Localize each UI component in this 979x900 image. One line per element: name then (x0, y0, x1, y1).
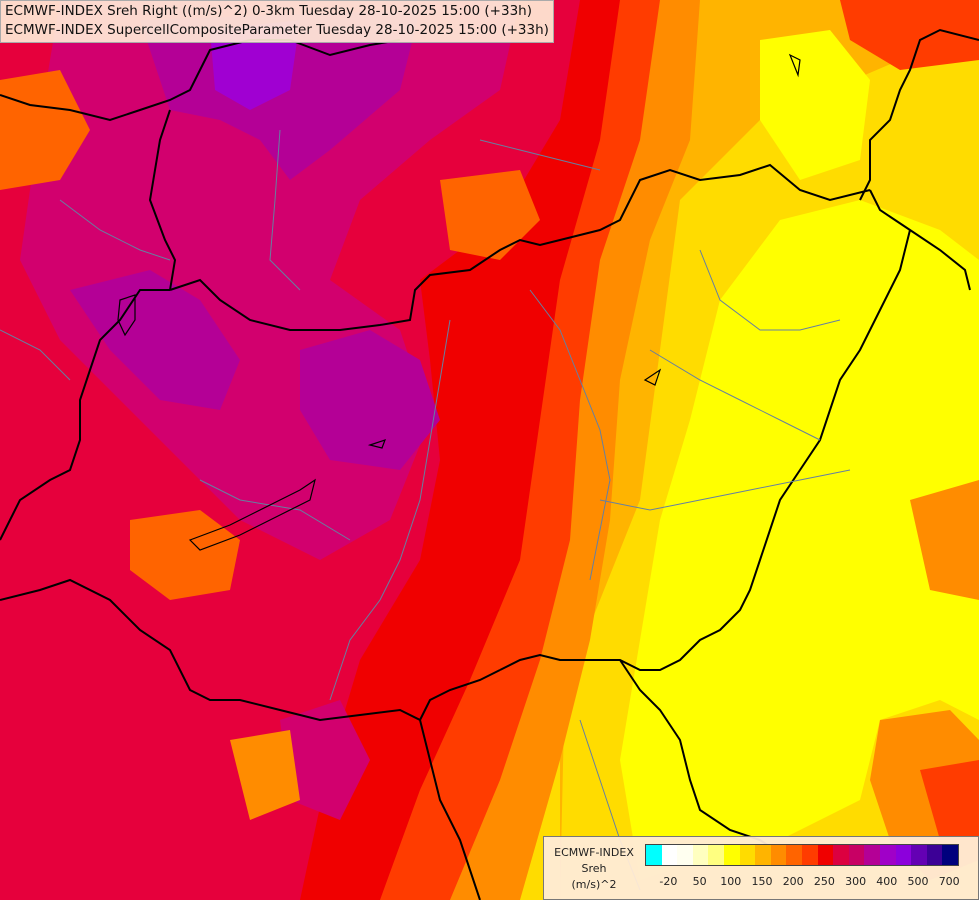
border-north (0, 39, 401, 122)
field-purple-mid (300, 330, 440, 470)
map-title-line-1: ECMWF-INDEX Sreh Right ((m/s)^2) 0-3km T… (5, 3, 532, 19)
lake-neusiedl (117, 294, 136, 337)
legend-param: Sreh (581, 862, 607, 875)
region-line-8 (0, 329, 71, 381)
map-title-box: ECMWF-INDEX Sreh Right ((m/s)^2) 0-3km T… (0, 0, 554, 43)
lake-balaton (188, 478, 316, 551)
legend-swatch-11 (817, 845, 834, 865)
border-ne (859, 28, 979, 201)
legend-swatch-9 (786, 845, 802, 865)
field-yellow-east (620, 200, 979, 880)
field-orange-blob-4 (230, 730, 300, 820)
border-croatia-serbia (419, 669, 501, 721)
border-romania (499, 229, 911, 671)
field-amber-east (560, 0, 979, 900)
legend-tick-label: 400 (876, 875, 898, 888)
region-line-5 (599, 469, 851, 511)
legend-swatch-8 (770, 845, 787, 865)
lake-small-3 (788, 53, 801, 78)
field-e-orange (910, 480, 979, 600)
border-west (0, 289, 170, 541)
legend-swatch-0 (646, 845, 662, 865)
legend-swatch-15 (879, 845, 896, 865)
lake-small-2 (643, 368, 662, 386)
map-title-line-2: ECMWF-INDEX SupercellCompositeParameter … (5, 22, 549, 38)
legend-tick-label: 100 (720, 875, 742, 888)
region-line-7 (59, 199, 171, 261)
field-ne-red (840, 0, 979, 70)
field-magenta-south (280, 700, 370, 820)
legend-swatch-5 (723, 845, 740, 865)
legend-swatch-12 (833, 845, 849, 865)
border-ukraine (869, 189, 971, 291)
field-orange-blob-1 (130, 510, 240, 600)
legend: ECMWF-INDEX Sreh (m/s)^2 -20 50 100 150 200 2… (543, 836, 979, 900)
legend-swatch-3 (692, 845, 709, 865)
legend-tick-label: 300 (845, 875, 867, 888)
field-orange-blob-3 (440, 170, 540, 260)
field-orange-blob-2 (0, 70, 90, 190)
legend-swatch-16 (895, 845, 912, 865)
region-line-9 (479, 139, 601, 171)
field-yellow-north (760, 30, 870, 180)
legend-swatch-10 (801, 845, 818, 865)
legend-swatch-6 (739, 845, 756, 865)
legend-tick-label: 50 (692, 875, 707, 888)
legend-tick-label: 700 (938, 875, 960, 888)
legend-tick-label: -20 (659, 875, 678, 888)
legend-swatch-18 (926, 845, 943, 865)
legend-swatch-17 (911, 845, 927, 865)
region-line-2 (329, 319, 451, 701)
border-slovakia-hungary (169, 163, 871, 331)
field-purple-west (70, 270, 240, 410)
legend-unit: (m/s)^2 (571, 878, 617, 891)
legend-tick-label: 250 (813, 875, 835, 888)
region-line-6 (699, 249, 841, 331)
legend-swatch-14 (864, 845, 880, 865)
legend-tick-label: 500 (907, 875, 929, 888)
region-line-1 (269, 129, 301, 291)
lakes (117, 53, 801, 551)
legend-color-scale (645, 844, 959, 866)
lake-small-1 (367, 439, 387, 449)
legend-swatch-4 (708, 845, 724, 865)
legend-model: ECMWF-INDEX (554, 846, 634, 859)
legend-tick-label: 200 (782, 875, 804, 888)
border-austria (148, 109, 177, 291)
legend-swatch-1 (661, 845, 678, 865)
legend-swatch-19 (942, 845, 958, 865)
legend-swatch-2 (677, 845, 693, 865)
region-line-4 (649, 349, 821, 441)
region-line-3 (529, 289, 611, 581)
border-slovenia (0, 578, 481, 900)
legend-swatch-13 (848, 845, 865, 865)
legend-tick-label: 150 (751, 875, 773, 888)
field-se-red (920, 760, 979, 840)
legend-swatch-7 (755, 845, 771, 865)
